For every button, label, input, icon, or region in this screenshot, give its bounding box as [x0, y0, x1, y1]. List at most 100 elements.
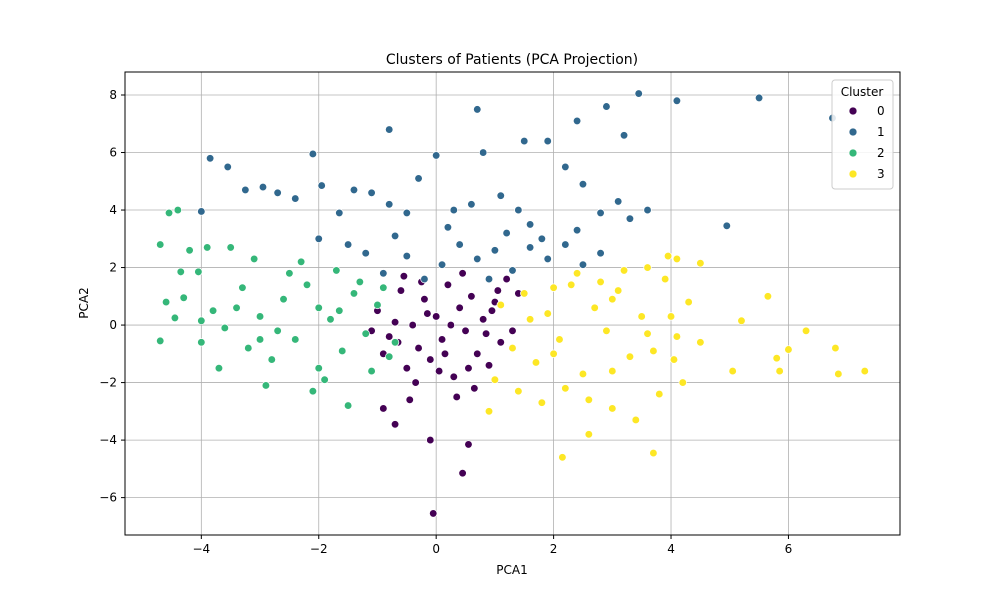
data-point: [385, 352, 394, 361]
data-point: [390, 231, 400, 241]
data-point: [373, 300, 382, 310]
data-point: [649, 346, 658, 356]
data-point: [314, 303, 323, 312]
data-point: [478, 315, 488, 324]
data-point: [567, 280, 576, 289]
data-point: [473, 105, 482, 114]
y-tick-label: 8: [109, 88, 117, 102]
data-point: [619, 266, 629, 275]
data-point: [643, 205, 652, 215]
data-point: [775, 366, 784, 376]
data-point: [834, 369, 843, 379]
x-tick-label: −4: [192, 542, 210, 556]
data-point: [197, 316, 206, 325]
data-point: [273, 326, 282, 335]
data-point: [537, 398, 547, 407]
series-1: [197, 89, 837, 284]
data-point: [390, 420, 400, 429]
data-point: [241, 185, 250, 195]
data-point: [502, 274, 511, 284]
chart-title: Clusters of Patients (PCA Projection): [386, 52, 638, 68]
data-point: [801, 326, 811, 335]
data-point: [179, 293, 188, 302]
data-point: [173, 205, 182, 215]
data-point: [643, 263, 652, 272]
data-point: [543, 254, 552, 264]
data-point: [490, 246, 500, 255]
data-point: [314, 234, 323, 243]
data-point: [661, 274, 670, 284]
data-points: [156, 89, 869, 518]
data-point: [464, 440, 473, 449]
data-point: [414, 343, 423, 353]
data-point: [631, 415, 640, 425]
data-point: [379, 283, 388, 292]
x-tick-label: 2: [550, 542, 558, 556]
data-point: [314, 364, 323, 373]
data-point: [737, 316, 746, 325]
data-point: [396, 286, 406, 295]
data-point: [343, 401, 353, 410]
data-point: [426, 355, 435, 364]
legend-marker: [848, 169, 858, 179]
data-point: [572, 116, 582, 126]
data-point: [437, 335, 447, 344]
data-point: [285, 269, 294, 278]
data-point: [156, 336, 165, 346]
data-point: [578, 260, 588, 269]
data-point: [411, 378, 420, 387]
data-point: [473, 349, 482, 358]
data-point: [291, 194, 300, 203]
data-point: [443, 223, 453, 232]
data-point: [584, 430, 593, 439]
data-point: [214, 364, 224, 373]
data-point: [432, 151, 441, 160]
data-point: [326, 315, 335, 324]
data-point: [335, 306, 344, 315]
data-point: [420, 295, 429, 304]
data-point: [649, 448, 658, 458]
data-point: [161, 297, 171, 307]
data-point: [784, 345, 793, 354]
data-point: [349, 289, 359, 298]
x-tick-label: −2: [310, 542, 328, 556]
data-point: [578, 180, 588, 189]
data-point: [291, 335, 300, 344]
y-tick-label: 6: [109, 146, 117, 160]
data-point: [578, 369, 588, 379]
data-point: [663, 251, 673, 261]
x-tick-label: 0: [432, 542, 440, 556]
data-point: [493, 286, 502, 295]
data-point: [361, 329, 370, 338]
data-point: [584, 395, 593, 404]
data-point: [608, 404, 617, 413]
data-point: [596, 249, 605, 258]
data-point: [308, 149, 318, 159]
data-point: [619, 131, 629, 140]
data-point: [487, 306, 497, 315]
data-point: [317, 181, 326, 190]
data-point: [455, 240, 464, 249]
data-point: [490, 375, 500, 384]
data-point: [335, 208, 344, 218]
data-point: [470, 384, 479, 393]
legend-label: 0: [877, 104, 885, 118]
data-point: [596, 208, 605, 218]
data-point: [385, 125, 394, 134]
data-point: [258, 182, 268, 192]
data-point: [367, 366, 376, 376]
data-point: [238, 283, 247, 292]
data-point: [423, 309, 432, 318]
data-point: [420, 274, 429, 284]
data-point: [473, 254, 482, 264]
data-point: [185, 246, 194, 255]
data-point: [496, 338, 505, 347]
data-point: [696, 338, 705, 347]
data-point: [508, 266, 517, 275]
data-point: [455, 303, 464, 312]
data-point: [467, 292, 476, 301]
data-point: [390, 318, 400, 327]
data-point: [426, 435, 435, 445]
data-point: [531, 358, 541, 367]
data-point: [514, 387, 523, 396]
